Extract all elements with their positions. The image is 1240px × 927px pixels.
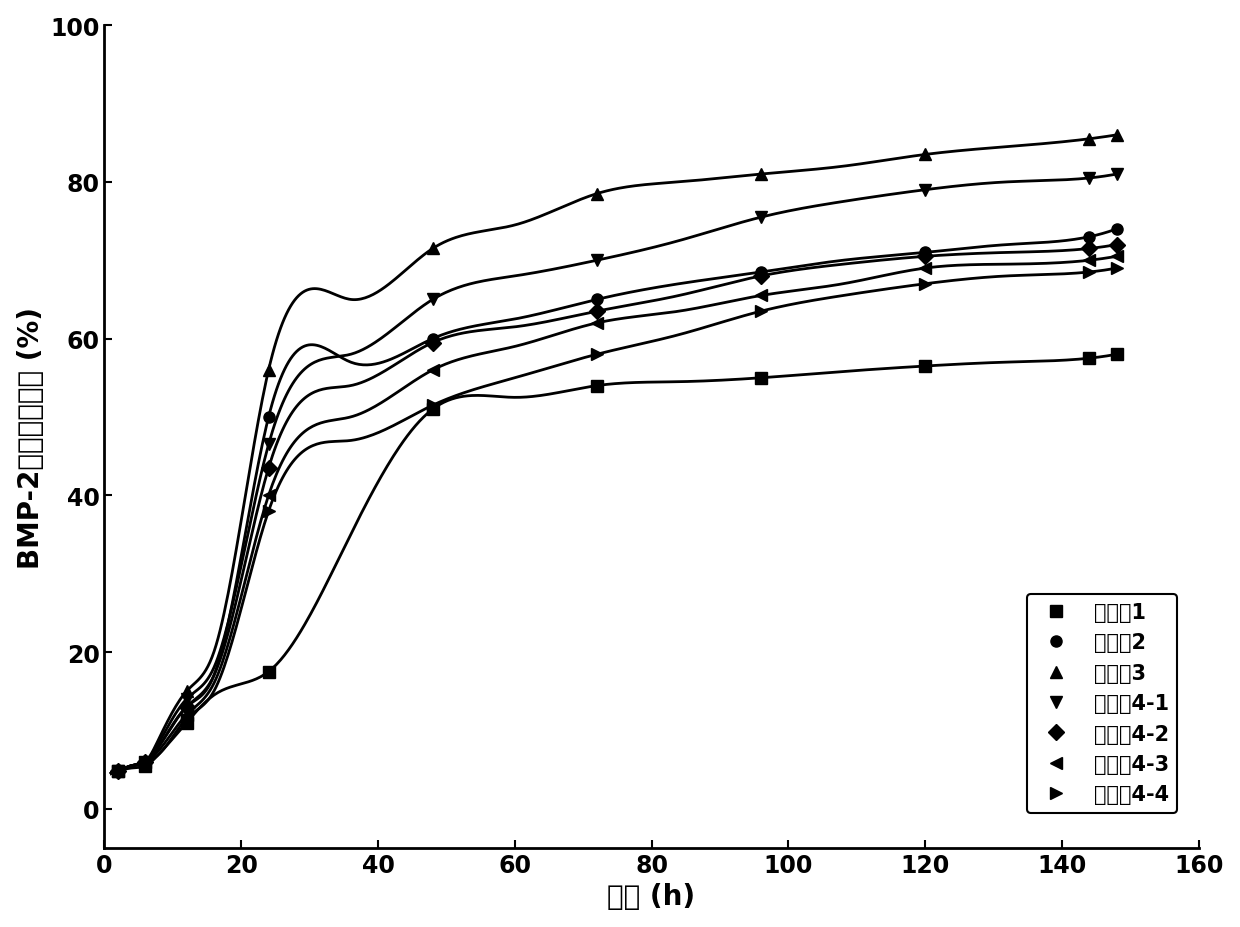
实施例4-4 (262, 506, 277, 517)
实施例4-3 (179, 709, 193, 720)
实施例4-3 (425, 365, 440, 376)
实施例3 (179, 686, 193, 697)
实施例4-3 (1081, 256, 1096, 267)
实施例4-4 (918, 279, 932, 290)
实施例3 (262, 365, 277, 376)
实施例4-3 (262, 490, 277, 502)
实施例4-2 (425, 337, 440, 349)
实施例2 (918, 248, 932, 259)
实施例1 (262, 667, 277, 678)
实施例4-4 (110, 766, 125, 777)
实施例3 (589, 189, 604, 200)
实施例4-2 (754, 271, 769, 282)
实施例3 (138, 756, 153, 768)
实施例3 (1081, 134, 1096, 146)
实施例1 (589, 381, 604, 392)
实施例4-1 (262, 439, 277, 451)
实施例3 (1109, 130, 1123, 141)
实施例4-1 (138, 756, 153, 768)
实施例4-3 (918, 263, 932, 274)
实施例4-2 (110, 766, 125, 777)
实施例2 (179, 702, 193, 713)
实施例4-2 (138, 756, 153, 768)
实施例1 (1109, 349, 1123, 361)
实施例4-4 (425, 400, 440, 412)
实施例4-1 (1081, 173, 1096, 184)
实施例4-3 (1109, 251, 1123, 262)
实施例3 (754, 170, 769, 181)
实施例1 (179, 717, 193, 729)
Line: 实施例4-2: 实施例4-2 (113, 240, 1122, 777)
实施例4-3 (589, 318, 604, 329)
实施例2 (110, 766, 125, 777)
Legend: 实施例1, 实施例2, 实施例3, 实施例4-1, 实施例4-2, 实施例4-3, 实施例4-4: 实施例1, 实施例2, 实施例3, 实施例4-1, 实施例4-2, 实施例4-3… (1027, 594, 1177, 813)
实施例3 (918, 150, 932, 161)
实施例2 (262, 412, 277, 423)
Line: 实施例1: 实施例1 (113, 349, 1122, 777)
实施例4-4 (589, 349, 604, 361)
实施例1 (1081, 353, 1096, 364)
实施例3 (425, 244, 440, 255)
实施例4-3 (754, 291, 769, 302)
实施例4-2 (179, 702, 193, 713)
实施例1 (110, 766, 125, 777)
实施例4-1 (1109, 170, 1123, 181)
Line: 实施例4-3: 实施例4-3 (113, 251, 1122, 777)
Line: 实施例3: 实施例3 (113, 130, 1122, 777)
实施例4-4 (754, 306, 769, 317)
实施例2 (754, 267, 769, 278)
Line: 实施例2: 实施例2 (113, 224, 1122, 777)
实施例1 (138, 760, 153, 771)
实施例2 (425, 334, 440, 345)
Y-axis label: BMP-2累积释放曲线 (%): BMP-2累积释放曲线 (%) (16, 306, 45, 568)
实施例2 (1081, 232, 1096, 243)
实施例4-3 (138, 756, 153, 768)
实施例4-3 (110, 766, 125, 777)
实施例4-4 (138, 756, 153, 768)
实施例2 (1109, 224, 1123, 235)
实施例4-2 (1081, 244, 1096, 255)
实施例1 (754, 373, 769, 384)
实施例4-4 (179, 713, 193, 724)
实施例2 (589, 295, 604, 306)
实施例1 (425, 404, 440, 415)
实施例4-1 (425, 295, 440, 306)
Line: 实施例4-4: 实施例4-4 (113, 263, 1122, 777)
实施例4-1 (754, 212, 769, 223)
实施例1 (918, 361, 932, 372)
实施例4-1 (589, 256, 604, 267)
实施例4-1 (918, 185, 932, 197)
实施例4-4 (1109, 263, 1123, 274)
Line: 实施例4-1: 实施例4-1 (113, 170, 1122, 777)
实施例3 (110, 766, 125, 777)
实施例2 (138, 756, 153, 768)
实施例4-4 (1081, 267, 1096, 278)
实施例4-2 (262, 463, 277, 474)
实施例4-1 (110, 766, 125, 777)
X-axis label: 时间 (h): 时间 (h) (608, 883, 696, 910)
实施例4-2 (589, 306, 604, 317)
实施例4-2 (1109, 240, 1123, 251)
实施例4-2 (918, 251, 932, 262)
实施例4-1 (179, 693, 193, 705)
